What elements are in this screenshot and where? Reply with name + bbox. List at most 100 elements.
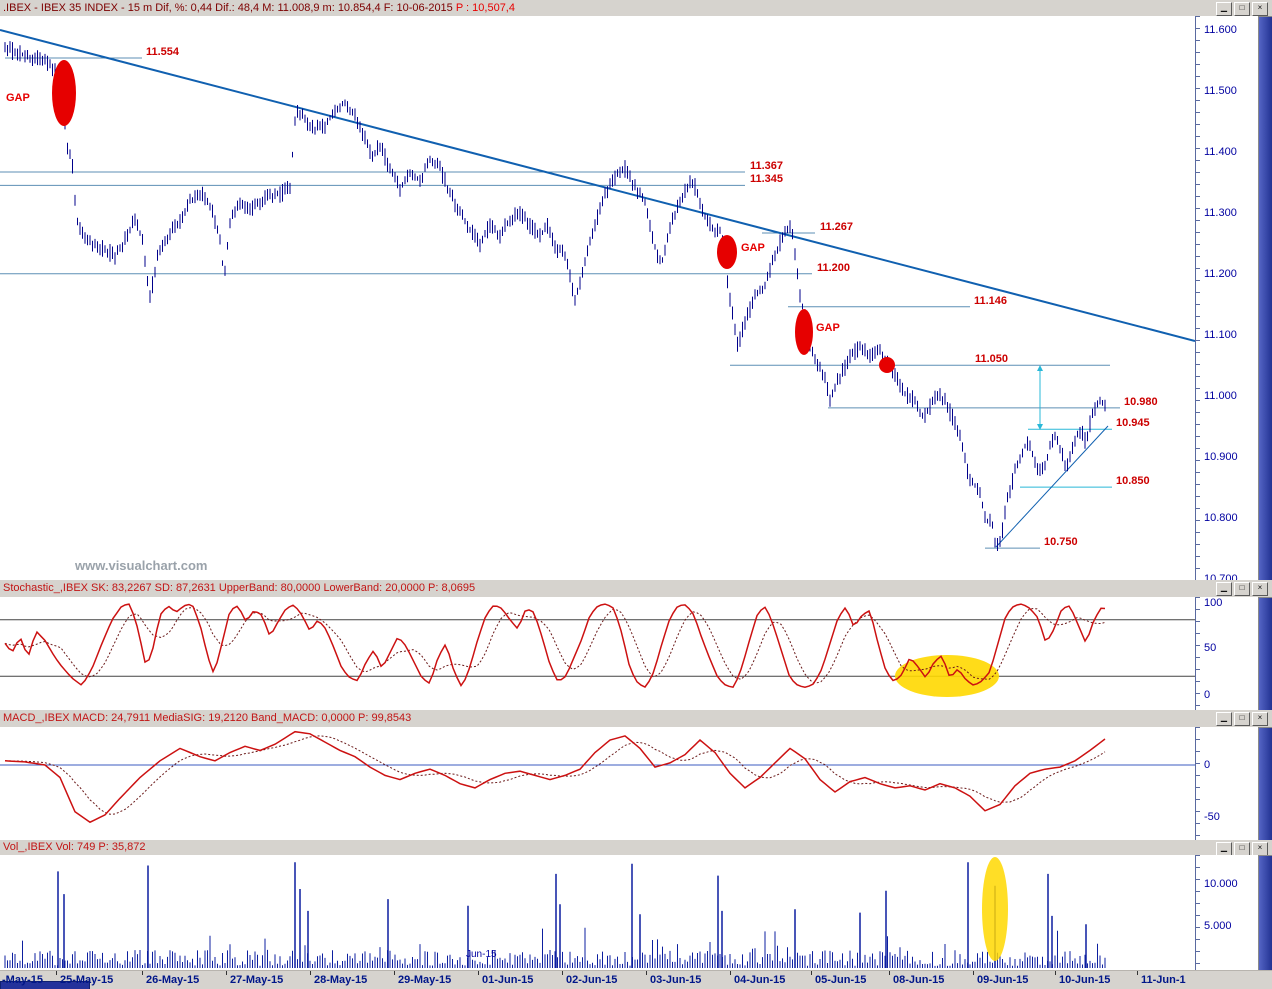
- maximize-icon[interactable]: □: [1234, 712, 1250, 726]
- price-level-label: 10.980: [1124, 395, 1158, 408]
- stochastic-header-text: Stochastic_,IBEX SK: 83,2267 SD: 87,2631…: [3, 582, 476, 594]
- close-icon[interactable]: ×: [1252, 842, 1268, 855]
- axis-tick-label: -50: [1204, 811, 1220, 823]
- axis-tick-label: 11.100: [1204, 328, 1237, 341]
- date-label: 04-Jun-15: [734, 974, 786, 986]
- date-label: 05-Jun-15: [815, 974, 867, 986]
- stochastic-header[interactable]: Stochastic_,IBEX SK: 83,2267 SD: 87,2631…: [0, 580, 1272, 598]
- date-tick: [478, 971, 479, 975]
- volume-chart[interactable]: [0, 855, 1195, 970]
- volume-window-controls: ▁ □ ×: [1216, 842, 1268, 855]
- date-tick: [1137, 971, 1138, 975]
- stochastic-chart[interactable]: [0, 597, 1195, 710]
- axis-tick-label: 10.800: [1204, 511, 1238, 524]
- date-tick: [973, 971, 974, 975]
- axis-tick-label: 100: [1204, 597, 1223, 609]
- gap-label: GAP: [6, 92, 30, 104]
- minimize-icon[interactable]: ▁: [1216, 2, 1232, 16]
- price-level-label: 11.200: [817, 261, 851, 274]
- price-level-label: 10.750: [1044, 536, 1078, 549]
- date-tick: [1055, 971, 1056, 975]
- date-tick: [310, 971, 311, 975]
- price-level-label: 11.367: [750, 160, 784, 172]
- price-title-last-value: P : 10,507,4: [455, 2, 515, 14]
- macd-window-controls: ▁ □ ×: [1216, 712, 1268, 726]
- date-axis: -May-15 25-May-15 26-May-15 27-May-15 28-May…: [0, 970, 1272, 989]
- axis-tick-label: 0: [1204, 689, 1211, 701]
- date-label: 10-Jun-15: [1059, 974, 1111, 986]
- macd-vscrollbar[interactable]: [1258, 727, 1272, 842]
- date-label: 01-Jun-15: [482, 974, 534, 986]
- date-tick: [730, 971, 731, 975]
- date-label: -May-15: [2, 974, 43, 986]
- date-label: 26-May-15: [146, 974, 200, 986]
- volume-axis: 10.000 5.000: [1195, 855, 1259, 970]
- date-tick: [56, 971, 57, 975]
- close-icon[interactable]: ×: [1252, 2, 1268, 16]
- price-window-controls: ▁ □ ×: [1216, 2, 1268, 16]
- axis-tick-label: 11.600: [1204, 24, 1237, 36]
- date-tick: [562, 971, 563, 975]
- price-panel: .IBEX - IBEX 35 INDEX - 15 m Dif, %: 0,4…: [0, 0, 1272, 582]
- price-level-label: 11.267: [820, 220, 854, 233]
- macd-header[interactable]: MACD_,IBEX MACD: 24,7911 MediaSIG: 19,21…: [0, 710, 1272, 728]
- date-tick: [646, 971, 647, 975]
- gap-label: GAP: [816, 322, 840, 334]
- axis-tick-label: 10.000: [1204, 878, 1238, 890]
- price-chart[interactable]: 11.554 11.367 11.345 11.267 11.200 11.146 11.0…: [0, 16, 1195, 580]
- date-label: 25-May-15: [60, 974, 114, 986]
- stochastic-window-controls: ▁ □ ×: [1216, 582, 1268, 596]
- stochastic-panel: Stochastic_,IBEX SK: 83,2267 SD: 87,2631…: [0, 580, 1272, 712]
- axis-tick-label: 11.300: [1204, 206, 1237, 219]
- volume-inline-date-label: Jun-15: [466, 949, 497, 960]
- minimize-icon[interactable]: ▁: [1216, 842, 1232, 855]
- date-tick: [226, 971, 227, 975]
- date-label: 29-May-15: [398, 974, 452, 986]
- axis-tick-label: 11.200: [1204, 267, 1237, 280]
- volume-vscrollbar[interactable]: [1258, 855, 1272, 972]
- date-label: 02-Jun-15: [566, 974, 618, 986]
- price-title-info: .IBEX - IBEX 35 INDEX - 15 m Dif, %: 0,4…: [3, 2, 456, 14]
- maximize-icon[interactable]: □: [1234, 842, 1250, 855]
- axis-tick-label: 11.500: [1204, 84, 1237, 97]
- minimize-icon[interactable]: ▁: [1216, 582, 1232, 596]
- close-icon[interactable]: ×: [1252, 582, 1268, 596]
- price-axis: 11.600 11.500 11.400 11.300 11.200 11.100 11.0…: [1195, 16, 1259, 580]
- volume-panel: Vol_,IBEX Vol: 749 P: 35,872 ▁ □ × Jun-1…: [0, 840, 1272, 972]
- axis-tick-label: 11.000: [1204, 389, 1237, 402]
- date-tick: [394, 971, 395, 975]
- axis-tick-label: 10.700: [1204, 572, 1238, 580]
- date-label: 28-May-15: [314, 974, 368, 986]
- date-tick: [142, 971, 143, 975]
- date-tick: [889, 971, 890, 975]
- axis-tick-label: 50: [1204, 642, 1217, 654]
- macd-panel: MACD_,IBEX MACD: 24,7911 MediaSIG: 19,21…: [0, 710, 1272, 842]
- minimize-icon[interactable]: ▁: [1216, 712, 1232, 726]
- maximize-icon[interactable]: □: [1234, 582, 1250, 596]
- macd-chart[interactable]: [0, 727, 1195, 840]
- volume-header[interactable]: Vol_,IBEX Vol: 749 P: 35,872 ▁ □ ×: [0, 840, 1272, 856]
- stochastic-vscrollbar[interactable]: [1258, 597, 1272, 712]
- axis-tick-label: 5.000: [1204, 920, 1232, 932]
- price-level-label: 11.554: [146, 46, 180, 59]
- price-level-label: 11.146: [974, 294, 1008, 307]
- price-level-label: 11.050: [975, 353, 1009, 366]
- date-label: 27-May-15: [230, 974, 284, 986]
- maximize-icon[interactable]: □: [1234, 2, 1250, 16]
- stochastic-axis: 100 50 0: [1195, 597, 1259, 710]
- axis-tick-label: 0: [1204, 759, 1211, 771]
- date-label: 08-Jun-15: [893, 974, 945, 986]
- price-level-label: 11.345: [750, 173, 784, 186]
- date-label: 11-Jun-1: [1141, 974, 1186, 986]
- watermark: www.visualchart.com: [75, 558, 208, 573]
- price-level-label: 10.945: [1116, 417, 1150, 430]
- date-label: 09-Jun-15: [977, 974, 1029, 986]
- price-titlebar[interactable]: .IBEX - IBEX 35 INDEX - 15 m Dif, %: 0,4…: [0, 0, 1272, 17]
- price-vscrollbar[interactable]: [1258, 16, 1272, 582]
- close-icon[interactable]: ×: [1252, 712, 1268, 726]
- date-tick: [811, 971, 812, 975]
- axis-tick-label: 10.900: [1204, 450, 1238, 463]
- macd-header-text: MACD_,IBEX MACD: 24,7911 MediaSIG: 19,21…: [3, 712, 412, 724]
- horizontal-scrollbar-thumb[interactable]: [0, 981, 90, 989]
- gap-label: GAP: [741, 242, 765, 254]
